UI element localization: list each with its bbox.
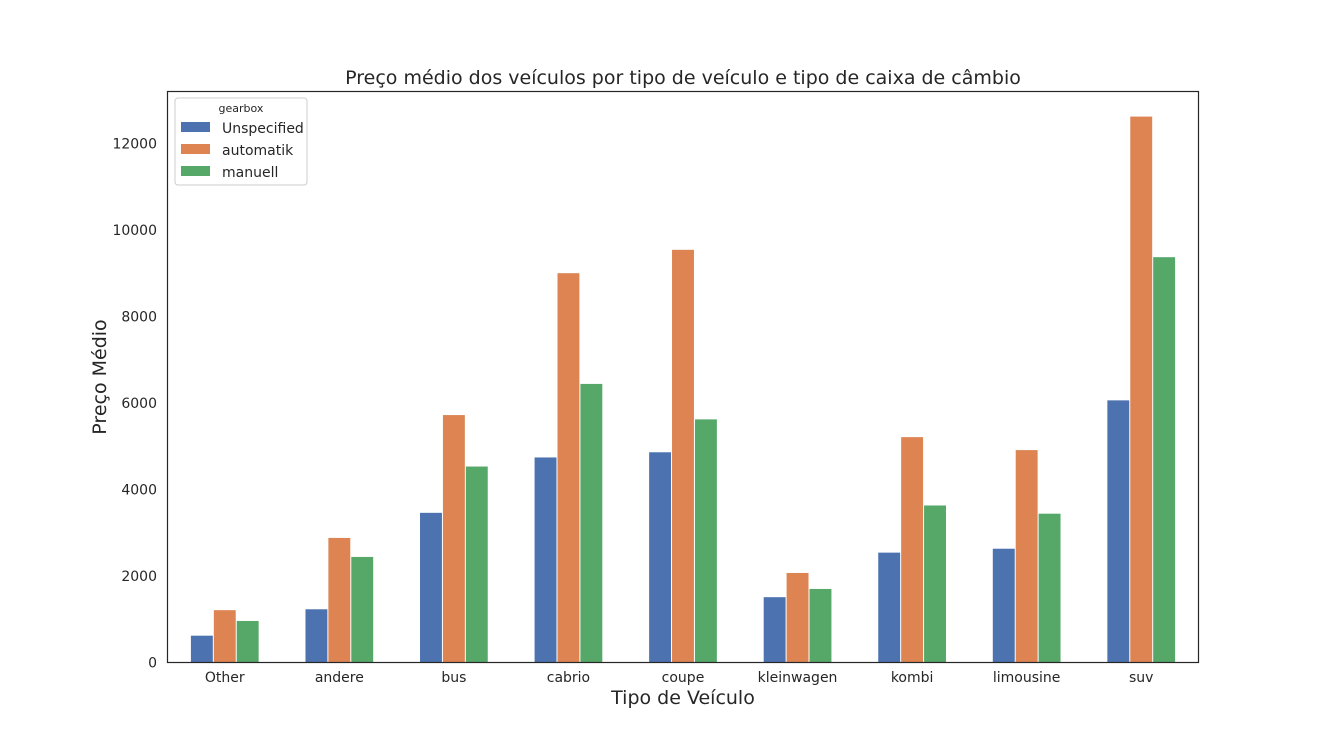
bar-automatik-limousine (1015, 450, 1038, 663)
bar-unspecified-kleinwagen (763, 597, 786, 663)
bars-group (190, 116, 1176, 663)
bar-unspecified-other (190, 635, 213, 663)
bar-unspecified-limousine (992, 548, 1015, 663)
plot-frame (166, 90, 1200, 664)
y-tick-label-12000: 12000 (112, 136, 157, 152)
bar-manuell-suv (1153, 257, 1176, 663)
bar-unspecified-cabrio (534, 457, 557, 663)
y-tick-label-6000: 6000 (121, 396, 157, 412)
bar-unspecified-bus (420, 512, 442, 663)
bar-manuell-other (236, 620, 259, 663)
y-tick-label-4000: 4000 (121, 482, 157, 498)
legend-swatch-manuell (181, 166, 210, 176)
bar-automatik-bus (442, 415, 465, 663)
x-tick-label-other: Other (205, 670, 245, 686)
bar-automatik-andere (328, 537, 351, 663)
bar-automatik-other (213, 610, 236, 663)
bar-manuell-cabrio (580, 383, 603, 663)
bar-manuell-kleinwagen (809, 588, 832, 663)
y-tick-label-0: 0 (148, 656, 157, 672)
bar-automatik-suv (1130, 116, 1153, 663)
x-tick-label-suv: suv (1129, 670, 1153, 686)
x-tick-label-kombi: kombi (891, 670, 934, 686)
y-axis-title: Preço Médio (89, 319, 111, 434)
legend-box (174, 97, 308, 186)
bar-manuell-coupe (694, 419, 717, 663)
y-tick-label-8000: 8000 (121, 309, 157, 325)
bar-manuell-limousine (1038, 513, 1061, 663)
bar-unspecified-andere (305, 609, 328, 663)
x-tick-label-bus: bus (441, 670, 466, 686)
x-tick-label-kleinwagen: kleinwagen (758, 670, 838, 686)
x-tick-label-cabrio: cabrio (547, 670, 590, 686)
x-tick-label-andere: andere (315, 670, 364, 686)
legend-label-automatik: automatik (222, 143, 294, 159)
legend-swatch-unspecified (181, 122, 210, 132)
bar-automatik-coupe (672, 249, 694, 663)
bar-automatik-kleinwagen (786, 572, 809, 663)
bar-automatik-cabrio (557, 273, 580, 663)
legend-label-manuell: manuell (222, 165, 278, 181)
bar-unspecified-kombi (878, 552, 901, 663)
bar-manuell-kombi (924, 505, 946, 663)
bar-unspecified-suv (1107, 400, 1130, 663)
legend-label-unspecified: Unspecified (222, 121, 304, 137)
x-axis-title: Tipo de Veículo (610, 687, 755, 709)
x-tick-label-coupe: coupe (662, 670, 705, 686)
chart-title: Preço médio dos veículos por tipo de veí… (345, 67, 1021, 89)
legend-title: gearbox (219, 102, 264, 115)
bar-manuell-andere (351, 556, 374, 663)
y-tick-label-10000: 10000 (112, 223, 157, 239)
ticks-group: Other andere bus cabrio coupe kleinwagen kombi… (112, 136, 1153, 686)
legend-swatch-automatik (181, 144, 210, 154)
bar-automatik-kombi (901, 437, 924, 663)
bar-unspecified-coupe (649, 452, 672, 663)
bar-manuell-bus (465, 466, 488, 663)
x-tick-label-limousine: limousine (993, 670, 1061, 686)
y-tick-label-2000: 2000 (121, 569, 157, 585)
legend: gearbox Unspecified automatik manuell (174, 97, 308, 186)
